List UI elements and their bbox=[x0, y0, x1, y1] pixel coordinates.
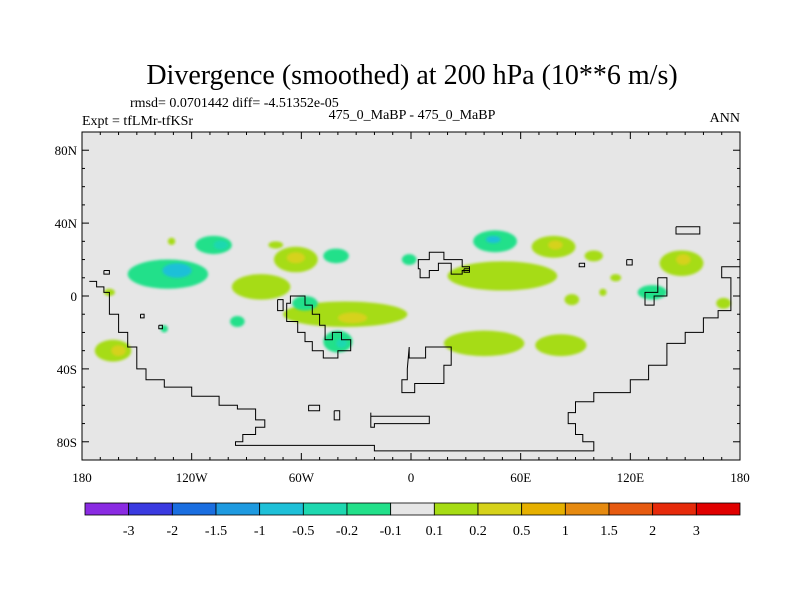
colorbar-label-9: 0.5 bbox=[513, 524, 531, 539]
divergence-patch-34 bbox=[716, 297, 731, 309]
x-tick-label-5: 120E bbox=[617, 470, 645, 485]
divergence-patch-7 bbox=[167, 237, 176, 245]
colorbar-label-8: 0.2 bbox=[469, 524, 487, 539]
colorbar-box-10 bbox=[521, 502, 566, 516]
x-tick-label-2: 60W bbox=[289, 470, 315, 485]
x-tick-label-1: 120W bbox=[176, 470, 209, 485]
coastline-13 bbox=[463, 268, 470, 273]
colorbar-box-0 bbox=[84, 502, 130, 516]
coastline-15 bbox=[626, 259, 633, 266]
coastline-6 bbox=[308, 404, 321, 412]
divergence-patch-11 bbox=[268, 241, 284, 249]
divergence-patch-27 bbox=[610, 274, 622, 282]
divergence-patch-16 bbox=[336, 338, 348, 348]
chart-title: Divergence (smoothed) at 200 hPa (10**6 … bbox=[146, 60, 677, 91]
colorbar-box-12 bbox=[608, 502, 654, 516]
coastline-1 bbox=[286, 295, 352, 359]
divergence-patch-18 bbox=[230, 316, 245, 327]
x-tick-label-3: 0 bbox=[408, 470, 415, 485]
coastline-4 bbox=[401, 346, 452, 394]
coastline-9 bbox=[644, 277, 668, 306]
experiment-label: Expt = tfLMr-tfKSr bbox=[82, 114, 193, 129]
colorbar-label-7: 0.1 bbox=[426, 524, 444, 539]
y-tick-label-0: 80N bbox=[55, 143, 78, 158]
divergence-patch-2 bbox=[111, 345, 126, 357]
coastline-5 bbox=[370, 412, 430, 428]
y-tick-label-1: 40N bbox=[55, 216, 78, 231]
colorbar-label-12: 2 bbox=[649, 524, 656, 539]
divergence-patch-35 bbox=[599, 288, 607, 296]
colorbar-label-2: -1.5 bbox=[205, 524, 227, 539]
divergence-patch-10 bbox=[286, 252, 305, 264]
coastline-8 bbox=[675, 226, 701, 235]
divergence-fill-layer bbox=[94, 230, 731, 362]
y-tick-label-3: 40S bbox=[57, 362, 77, 377]
divergence-patch-8 bbox=[231, 274, 291, 300]
colorbar-label-6: -0.1 bbox=[380, 524, 402, 539]
colorbar-label-11: 1.5 bbox=[600, 524, 618, 539]
colorbar-box-7 bbox=[390, 502, 435, 516]
divergence-patch-25 bbox=[548, 240, 563, 250]
coastline-12 bbox=[158, 324, 163, 330]
colorbar: -3 -2 -1.5 -1 -0.5 -0.2 -0.1 0.1 0.2 0.5 1 1.5 2 3 bbox=[84, 502, 741, 539]
colorbar-label-1: -2 bbox=[166, 524, 178, 539]
x-tick-label-4: 60E bbox=[510, 470, 531, 485]
colorbar-box-13 bbox=[652, 502, 697, 516]
colorbar-label-3: -1 bbox=[254, 524, 266, 539]
colorbar-box-11 bbox=[564, 502, 610, 516]
divergence-patch-20 bbox=[401, 254, 417, 266]
coastline-10 bbox=[103, 270, 110, 275]
latitude-axis: 80N 40N 0 40S 80S bbox=[55, 131, 740, 461]
coastline-2 bbox=[277, 299, 284, 312]
colorbar-box-6 bbox=[346, 502, 392, 516]
divergence-patch-23 bbox=[447, 261, 558, 291]
x-tick-label-6: 180 bbox=[730, 470, 750, 485]
season-label: ANN bbox=[710, 111, 740, 126]
colorbar-box-9 bbox=[477, 502, 523, 516]
divergence-patch-26 bbox=[584, 250, 603, 262]
stats-line: rmsd= 0.0701442 diff= -4.51352e-05 bbox=[130, 96, 339, 111]
divergence-patch-30 bbox=[564, 294, 580, 306]
colorbar-box-3 bbox=[215, 502, 261, 516]
divergence-patch-12 bbox=[323, 248, 349, 264]
colorbar-box-4 bbox=[259, 502, 304, 516]
coastline-11 bbox=[140, 313, 145, 319]
map-background bbox=[82, 132, 740, 460]
colorbar-label-5: -0.2 bbox=[336, 524, 358, 539]
x-tick-label-0: 180 bbox=[72, 470, 92, 485]
divergence-patch-32 bbox=[676, 254, 691, 266]
divergence-patch-6 bbox=[213, 240, 229, 250]
y-tick-label-2: 0 bbox=[71, 289, 78, 304]
divergence-patch-22 bbox=[485, 235, 501, 244]
coastline-0 bbox=[89, 266, 740, 452]
divergence-patch-28 bbox=[443, 330, 525, 357]
divergence-patch-14 bbox=[337, 312, 368, 324]
divergence-patch-4 bbox=[162, 263, 192, 278]
divergence-patch-29 bbox=[535, 334, 587, 357]
colorbar-box-5 bbox=[302, 502, 348, 516]
coastline-layer bbox=[89, 226, 740, 452]
colorbar-label-4: -0.5 bbox=[292, 524, 314, 539]
longitude-axis: 180 120W 60W 0 60E 120E 180 bbox=[72, 132, 750, 485]
divergence-patch-5 bbox=[195, 235, 232, 255]
coastline-7 bbox=[333, 410, 341, 421]
y-tick-label-4: 80S bbox=[57, 435, 77, 450]
colorbar-box-14 bbox=[695, 502, 741, 516]
case-comparison-label: 475_0_MaBP - 475_0_MaBP bbox=[329, 108, 496, 123]
coastline-14 bbox=[578, 262, 586, 268]
colorbar-box-1 bbox=[128, 502, 173, 516]
colorbar-box-2 bbox=[171, 502, 217, 516]
colorbar-box-8 bbox=[433, 502, 479, 516]
colorbar-label-13: 3 bbox=[693, 524, 700, 539]
colorbar-label-0: -3 bbox=[123, 524, 135, 539]
colorbar-label-10: 1 bbox=[562, 524, 569, 539]
